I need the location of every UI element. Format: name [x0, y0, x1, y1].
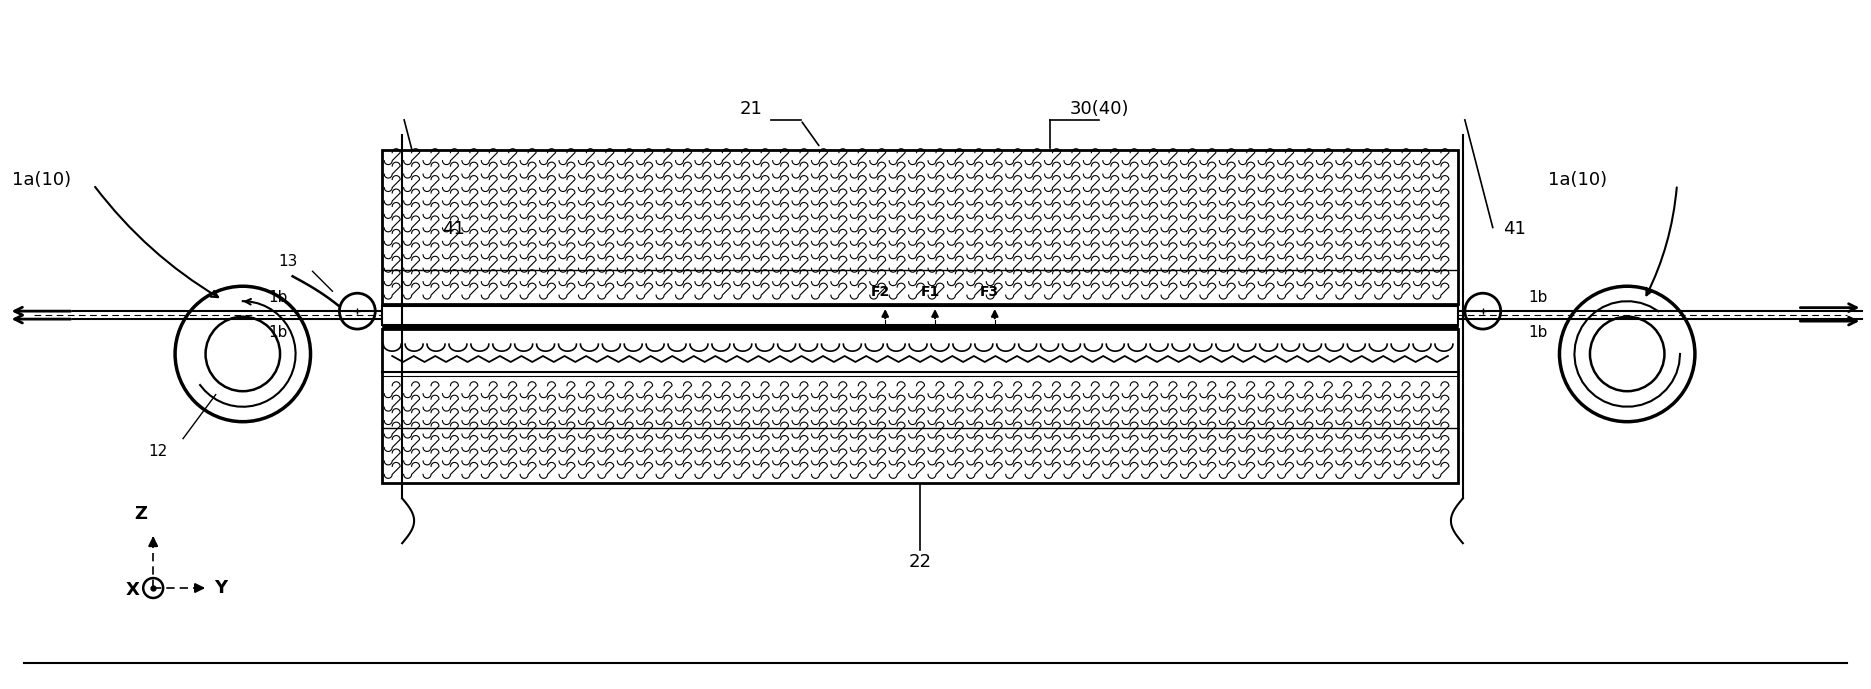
Text: 30(40): 30(40): [1070, 100, 1128, 118]
Text: F1: F1: [921, 285, 939, 299]
Text: 1a(10): 1a(10): [11, 171, 71, 189]
Text: 1b: 1b: [268, 325, 288, 340]
Text: 41: 41: [1502, 220, 1525, 238]
Bar: [382, 150, 1458, 304]
Text: 1b: 1b: [1529, 290, 1547, 305]
Bar: [382, 329, 1458, 484]
Bar: [382, 304, 1458, 314]
Bar: [382, 306, 1458, 325]
Text: F2: F2: [870, 285, 891, 299]
Bar: [382, 319, 1458, 329]
Text: 21: 21: [739, 100, 761, 118]
Text: X: X: [125, 581, 138, 599]
Text: 1b: 1b: [1529, 325, 1547, 340]
Text: 41: 41: [442, 220, 464, 238]
Text: Y: Y: [213, 579, 226, 597]
Text: 1a(10): 1a(10): [1547, 171, 1607, 189]
Text: 13: 13: [279, 254, 297, 269]
Text: F3: F3: [980, 285, 999, 299]
Text: Z: Z: [135, 505, 148, 523]
Text: 1b: 1b: [268, 290, 288, 305]
Text: 22: 22: [909, 553, 932, 571]
Text: 12: 12: [148, 444, 168, 459]
